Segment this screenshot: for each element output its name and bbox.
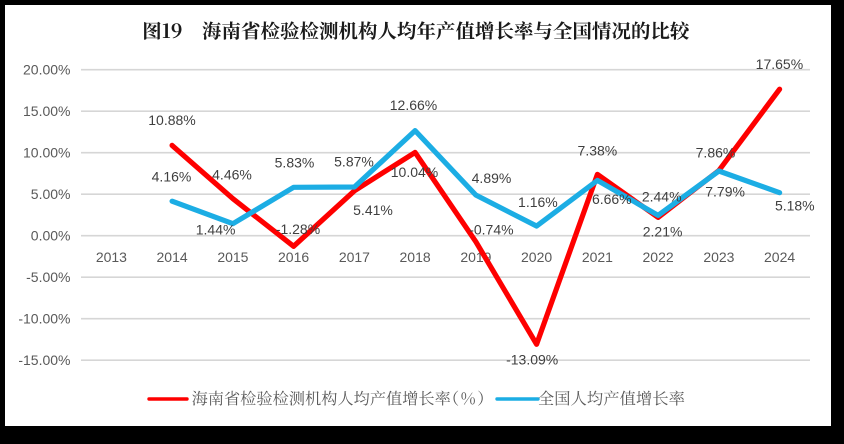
svg-text:4.46%: 4.46% xyxy=(212,167,252,183)
svg-text:2024: 2024 xyxy=(764,249,795,265)
svg-text:4.16%: 4.16% xyxy=(152,168,192,184)
svg-text:2014: 2014 xyxy=(157,249,188,265)
svg-text:17.65%: 17.65% xyxy=(756,56,803,72)
svg-text:10.88%: 10.88% xyxy=(148,112,195,128)
svg-text:5.83%: 5.83% xyxy=(275,155,315,171)
svg-text:2015: 2015 xyxy=(217,249,248,265)
svg-text:20.00%: 20.00% xyxy=(23,62,70,78)
svg-text:2017: 2017 xyxy=(339,249,370,265)
svg-text:12.66%: 12.66% xyxy=(390,97,437,113)
svg-text:-1.28%: -1.28% xyxy=(276,221,320,237)
svg-text:2.44%: 2.44% xyxy=(642,189,682,205)
svg-text:-5.00%: -5.00% xyxy=(26,269,70,285)
svg-text:7.79%: 7.79% xyxy=(705,183,745,199)
svg-text:5.87%: 5.87% xyxy=(334,153,374,169)
svg-text:2020: 2020 xyxy=(521,249,552,265)
svg-text:15.00%: 15.00% xyxy=(23,103,70,119)
svg-text:-13.09%: -13.09% xyxy=(506,352,558,368)
svg-text:5.41%: 5.41% xyxy=(353,202,393,218)
svg-text:2022: 2022 xyxy=(643,249,674,265)
svg-text:2013: 2013 xyxy=(96,249,127,265)
svg-text:10.00%: 10.00% xyxy=(23,145,70,161)
svg-text:2.21%: 2.21% xyxy=(643,223,683,239)
svg-text:0.00%: 0.00% xyxy=(31,228,71,244)
svg-text:10.04%: 10.04% xyxy=(391,164,438,180)
svg-text:5.18%: 5.18% xyxy=(775,198,815,214)
svg-text:7.38%: 7.38% xyxy=(578,143,618,159)
svg-text:2016: 2016 xyxy=(278,249,309,265)
svg-text:-0.74%: -0.74% xyxy=(469,221,513,237)
svg-text:5.00%: 5.00% xyxy=(31,186,71,202)
svg-text:2018: 2018 xyxy=(400,249,431,265)
svg-text:2023: 2023 xyxy=(703,249,734,265)
svg-text:-10.00%: -10.00% xyxy=(18,311,70,327)
svg-text:6.66%: 6.66% xyxy=(592,191,632,207)
svg-text:7.86%: 7.86% xyxy=(696,144,736,160)
svg-text:1.44%: 1.44% xyxy=(196,222,236,238)
svg-text:2021: 2021 xyxy=(582,249,613,265)
svg-text:4.89%: 4.89% xyxy=(472,170,512,186)
svg-text:-15.00%: -15.00% xyxy=(18,352,70,368)
svg-text:1.16%: 1.16% xyxy=(518,194,558,210)
